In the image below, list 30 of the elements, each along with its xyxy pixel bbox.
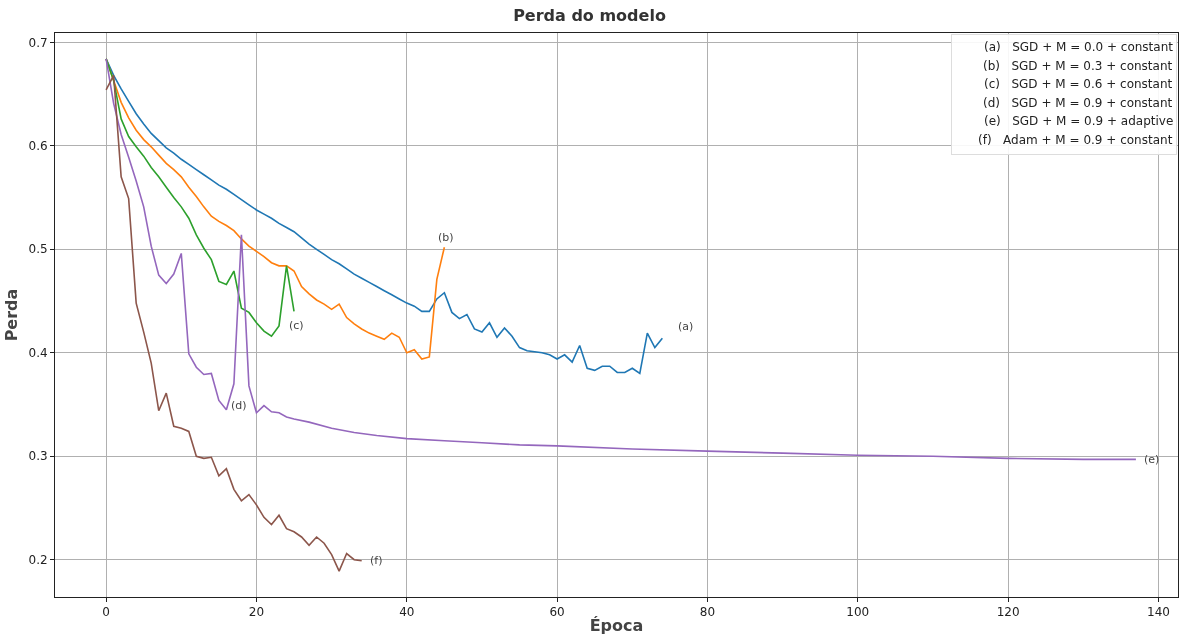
x-tick-label: 20 [248,605,265,620]
series-label: (f) [370,554,383,567]
annotation: (b) SGD + M = 0.3 + constant [983,59,1173,73]
annotation: (e) SGD + M = 0.9 + adaptive [984,114,1174,128]
series-label: (c) [289,319,304,332]
y-tick-label: 0.5 [28,242,48,257]
x-tick-label: 0 [102,605,110,620]
annotation: (c) SGD + M = 0.6 + constant [984,77,1173,91]
x-tick-label: 40 [399,605,415,620]
series-label: (b) [438,231,454,244]
y-tick-label: 0.7 [28,35,48,50]
series-label: (e) [1144,453,1160,466]
series-label: (a) [678,320,694,333]
x-tick-label: 140 [1147,605,1170,620]
y-tick-label: 0.6 [28,139,48,153]
annotation: (d) [231,399,247,412]
y-axis-title: Perda [2,288,22,342]
x-tick-label: 60 [549,605,565,620]
x-tick-label: 80 [699,605,716,620]
x-axis-title: Época [589,616,644,635]
x-tick-label: 120 [996,605,1020,620]
annotation: (f) Adam + M = 0.9 + constant [978,133,1173,147]
y-tick-label: 0.3 [28,449,48,464]
chart-title: Perda do modelo [513,5,666,25]
annotation: (d) SGD + M = 0.9 + constant [983,96,1173,110]
line-series [105,74,363,572]
annotation: (a) SGD + M = 0.0 + constant [984,40,1174,54]
x-tick-label: 100 [846,605,870,620]
y-tick-label: 0.2 [28,552,48,567]
y-tick-label: 0.4 [28,345,48,360]
